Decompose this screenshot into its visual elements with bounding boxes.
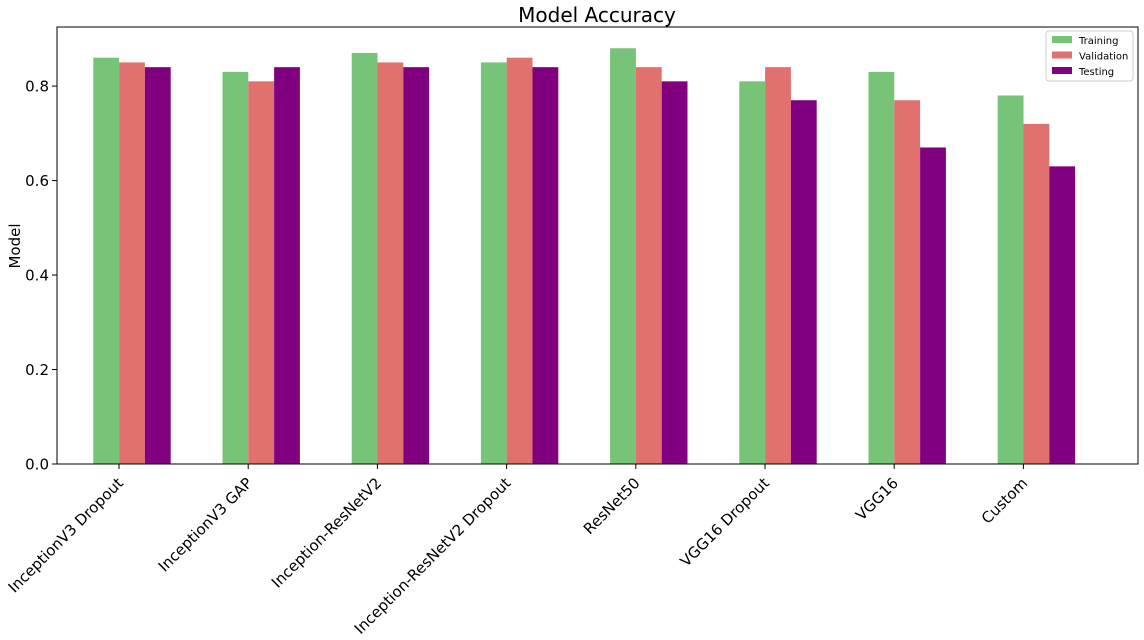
- bar-testing-1: [274, 67, 300, 464]
- bar-validation-5: [765, 67, 791, 464]
- legend-label-training: Training: [1078, 36, 1118, 47]
- legend: Training Validation Testing: [1045, 30, 1134, 82]
- bar-validation-1: [248, 81, 275, 464]
- bar-training-4: [610, 48, 636, 464]
- bar-testing-4: [661, 81, 688, 464]
- bar-testing-7: [1049, 166, 1076, 464]
- x-tick-label: InceptionV3 Dropout: [5, 474, 127, 596]
- bar-validation-3: [506, 57, 533, 465]
- bar-training-0: [93, 57, 120, 465]
- legend-label-testing: Testing: [1078, 67, 1114, 78]
- bar-validation-2: [377, 62, 404, 465]
- bar-testing-5: [790, 100, 817, 464]
- x-tick-label: VGG16 Dropout: [677, 474, 773, 570]
- bar-validation-7: [1023, 123, 1050, 464]
- bar-training-2: [351, 52, 378, 464]
- bars-layer: [93, 48, 1076, 465]
- plot-frame: [56, 26, 1139, 465]
- y-tick-label: 0.6: [25, 172, 49, 190]
- bar-validation-0: [119, 62, 145, 465]
- bar-training-3: [480, 62, 507, 465]
- y-tick-label: 0.0: [25, 456, 49, 474]
- y-tick-label: 0.2: [25, 361, 49, 379]
- x-tick-label: ResNet50: [580, 474, 644, 538]
- legend-label-validation: Validation: [1079, 52, 1128, 63]
- legend-swatch-validation: [1052, 51, 1072, 59]
- legend-swatch-testing: [1052, 67, 1072, 74]
- bar-testing-0: [144, 67, 171, 464]
- x-tick-label: Inception-ResNetV2: [268, 474, 385, 591]
- y-axis: 0.0 0.2 0.4 0.6 0.8: [25, 78, 57, 474]
- bar-testing-2: [403, 67, 430, 464]
- x-tick-label: Inception-ResNetV2 Dropout: [351, 474, 515, 638]
- x-tick-label: VGG16: [852, 474, 902, 524]
- bar-testing-6: [920, 147, 946, 464]
- bar-testing-3: [532, 67, 559, 464]
- legend-swatch-training: [1052, 36, 1072, 43]
- x-tick-label: Custom: [978, 474, 1031, 527]
- bar-training-7: [997, 95, 1024, 464]
- y-axis-label: Model: [6, 223, 24, 268]
- x-tick-label: InceptionV3 GAP: [155, 474, 256, 575]
- bar-validation-4: [635, 67, 662, 464]
- bar-validation-6: [894, 100, 921, 464]
- bar-training-6: [868, 71, 895, 464]
- chart-title: Model Accuracy: [518, 3, 676, 27]
- y-tick-label: 0.4: [25, 267, 49, 285]
- bar-training-5: [739, 81, 766, 464]
- x-axis: InceptionV3 Dropout InceptionV3 GAP Incept…: [5, 464, 1031, 638]
- bar-training-1: [222, 71, 249, 464]
- y-tick-label: 0.8: [25, 78, 49, 96]
